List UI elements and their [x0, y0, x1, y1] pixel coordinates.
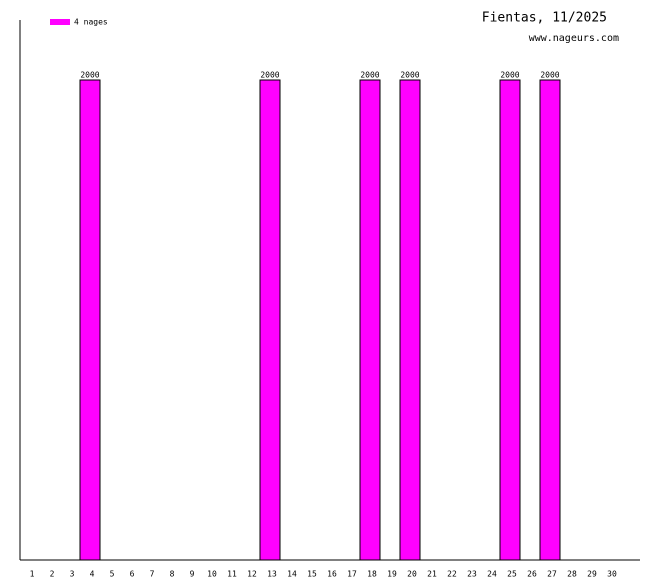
x-tick-label: 9 [190, 570, 195, 579]
x-tick-label: 2 [50, 570, 55, 579]
x-tick-label: 24 [487, 570, 497, 579]
x-tick-label: 19 [387, 570, 397, 579]
bar [79, 79, 101, 561]
x-tick-label: 21 [427, 570, 437, 579]
x-tick-label: 20 [407, 570, 417, 579]
x-tick-label: 12 [247, 570, 257, 579]
x-tick-label: 8 [170, 570, 175, 579]
x-tick-label: 25 [507, 570, 517, 579]
x-tick-label: 26 [527, 570, 537, 579]
x-tick-label: 4 [90, 570, 95, 579]
bar [259, 79, 281, 561]
bar [539, 79, 561, 561]
data-label: 2000 [540, 71, 559, 80]
x-tick-label: 17 [347, 570, 357, 579]
x-tick-label: 13 [267, 570, 277, 579]
x-tick-label: 6 [130, 570, 135, 579]
data-label: 2000 [80, 71, 99, 80]
x-tick-label: 16 [327, 570, 337, 579]
x-tick-label: 14 [287, 570, 297, 579]
x-tick-label: 30 [607, 570, 617, 579]
x-tick-label: 22 [447, 570, 457, 579]
x-tick-label: 23 [467, 570, 477, 579]
data-label: 2000 [260, 71, 279, 80]
data-label: 2000 [500, 71, 519, 80]
x-tick-label: 15 [307, 570, 317, 579]
x-tick-label: 28 [567, 570, 577, 579]
bar [359, 79, 381, 561]
x-tick-label: 10 [207, 570, 217, 579]
x-tick-label: 7 [150, 570, 155, 579]
bar [499, 79, 521, 561]
x-tick-label: 18 [367, 570, 377, 579]
x-tick-label: 3 [70, 570, 75, 579]
legend-label: 4 nages [74, 18, 108, 27]
bar [399, 79, 421, 561]
chart-subtitle: www.nageurs.com [529, 33, 619, 44]
legend-swatch [50, 19, 70, 25]
x-tick-label: 29 [587, 570, 597, 579]
data-label: 2000 [360, 71, 379, 80]
x-tick-label: 5 [110, 570, 115, 579]
data-label: 2000 [400, 71, 419, 80]
x-tick-label: 11 [227, 570, 237, 579]
x-tick-label: 1 [30, 570, 35, 579]
x-tick-label: 27 [547, 570, 557, 579]
chart-title: Fientas, 11/2025 [482, 11, 607, 26]
